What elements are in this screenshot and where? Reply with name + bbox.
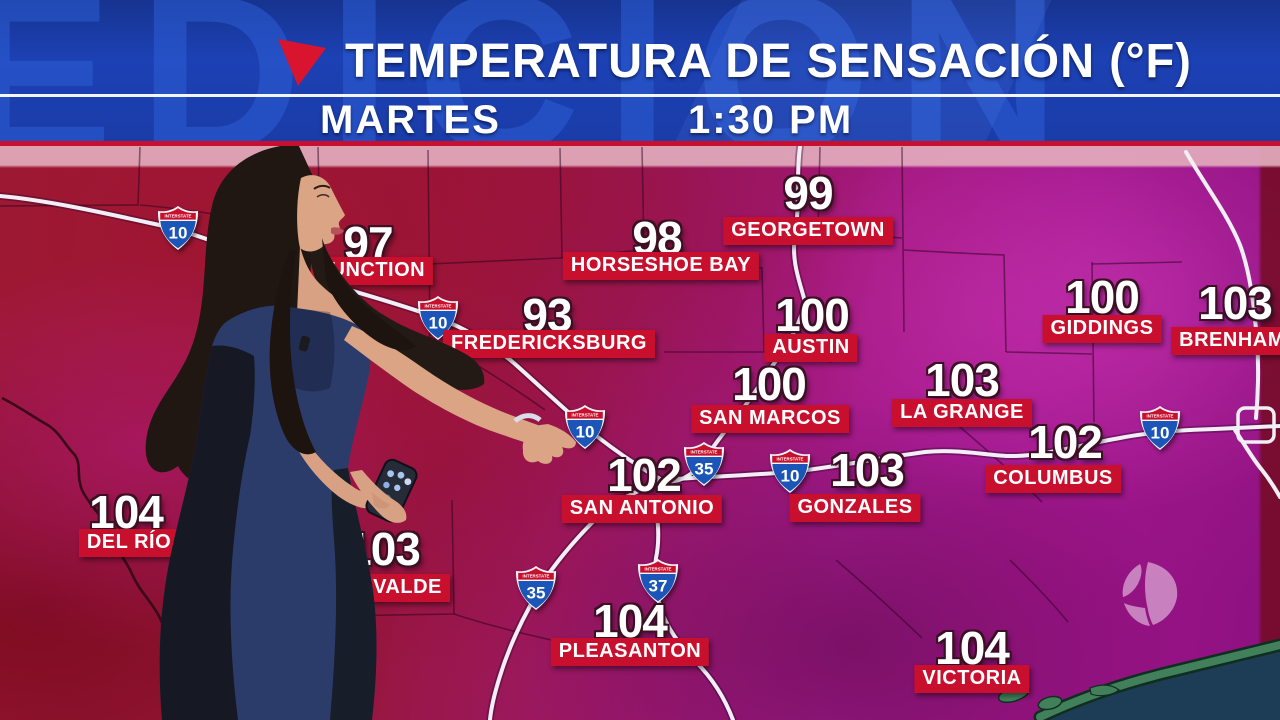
city-temp: 100 xyxy=(732,358,807,410)
svg-text:INTERSTATE: INTERSTATE xyxy=(572,413,599,418)
header-subrow: MARTES 1:30 PM xyxy=(0,98,1280,142)
city-temp: 103 xyxy=(925,354,1000,406)
svg-text:INTERSTATE: INTERSTATE xyxy=(1147,414,1174,419)
interstate-10-shield: INTERSTATE 10 xyxy=(564,404,606,450)
header-divider-line xyxy=(0,94,1280,97)
city-label: PLEASANTON xyxy=(550,638,710,666)
city-label: COLUMBUS xyxy=(985,465,1121,493)
red-pennant-icon xyxy=(278,39,326,86)
city-temp: 103 xyxy=(346,523,421,575)
svg-text:10: 10 xyxy=(1151,424,1170,443)
svg-text:INTERSTATE: INTERSTATE xyxy=(691,450,718,455)
univision-logo-watermark xyxy=(1122,562,1178,626)
interstate-10-shield: INTERSTATE 10 xyxy=(1139,405,1181,451)
city-label: SAN MARCOS xyxy=(691,405,849,433)
city-label: DEL RÍO xyxy=(78,529,180,557)
svg-text:10: 10 xyxy=(576,423,595,442)
svg-text:INTERSTATE: INTERSTATE xyxy=(777,457,804,462)
svg-text:INTERSTATE: INTERSTATE xyxy=(523,574,550,579)
interstate-35-shield: INTERSTATE 35 xyxy=(515,565,557,611)
city-temp: 103 xyxy=(1198,277,1273,329)
svg-text:10: 10 xyxy=(169,224,188,243)
city-temp: 99 xyxy=(783,167,833,219)
city-temp: 102 xyxy=(607,449,682,501)
city-label: SAN ANTONIO xyxy=(561,495,723,523)
city-label: GEORGETOWN xyxy=(723,217,893,245)
city-label: LA GRANGE xyxy=(892,399,1032,427)
svg-text:INTERSTATE: INTERSTATE xyxy=(645,567,672,572)
city-label: BRENHAM xyxy=(1171,327,1280,355)
svg-text:INTERSTATE: INTERSTATE xyxy=(165,214,192,219)
city-temp: 100 xyxy=(1065,271,1140,323)
time-label: 1:30 PM xyxy=(688,98,854,142)
broadcast-header: EDICIÓN TEMPERATURA DE SENSACIÓN (°F) MA… xyxy=(0,0,1280,146)
city-temp: 103 xyxy=(830,444,905,496)
svg-text:INTERSTATE: INTERSTATE xyxy=(425,304,452,309)
city-label: GONZALES xyxy=(789,494,921,522)
svg-text:10: 10 xyxy=(781,467,800,486)
page-title: TEMPERATURA DE SENSACIÓN (°F) xyxy=(345,35,1192,88)
svg-text:35: 35 xyxy=(695,460,714,479)
header-sheen xyxy=(0,0,1280,146)
city-label: GIDDINGS xyxy=(1042,315,1162,343)
city-label: UVALDE xyxy=(350,574,450,602)
city-label: HORSESHOE BAY xyxy=(562,252,760,280)
city-label: VICTORIA xyxy=(914,665,1030,693)
interstate-10-shield: INTERSTATE 10 xyxy=(157,205,199,251)
header-red-separator xyxy=(0,141,1280,146)
svg-text:35: 35 xyxy=(527,584,546,603)
background-word: EDICIÓN xyxy=(0,0,1086,146)
day-label: MARTES xyxy=(320,98,501,142)
city-temp: 102 xyxy=(1028,416,1103,468)
svg-text:37: 37 xyxy=(649,577,668,596)
interstate-10-shield: INTERSTATE 10 xyxy=(769,448,811,494)
city-label: JUNCTION xyxy=(310,257,434,285)
interstate-35-shield: INTERSTATE 35 xyxy=(683,441,725,487)
city-label: FREDERICKSBURG xyxy=(443,330,655,358)
